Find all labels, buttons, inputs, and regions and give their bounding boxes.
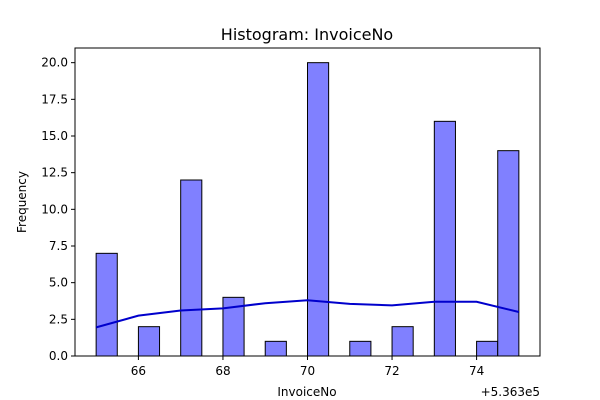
y-tick-label-1: 2.5 [49, 312, 68, 326]
x-axis-ticks: 66 68 70 72 74 [131, 356, 484, 378]
y-axis-ticks: 0.0 2.5 5.0 7.5 10.0 12.5 15.0 17.5 20.0 [41, 56, 75, 363]
chart-title: Histogram: InvoiceNo [221, 25, 393, 44]
y-tick-label-2: 5.0 [49, 276, 68, 290]
x-tick-label-2: 70 [300, 364, 315, 378]
y-tick-label-8: 20.0 [41, 56, 68, 70]
histogram-bar-9 [476, 340, 499, 357]
x-tick-label-4: 74 [469, 364, 484, 378]
histogram-bar-10 [497, 150, 520, 357]
y-tick-label-0: 0.0 [49, 349, 68, 363]
y-tick-label-5: 12.5 [41, 166, 68, 180]
kde-line [95, 299, 520, 329]
x-tick-label-3: 72 [384, 364, 399, 378]
y-tick-label-7: 17.5 [41, 92, 68, 106]
bars-group [95, 62, 520, 357]
histogram-bar-5 [307, 62, 330, 357]
histogram-bar-0 [95, 252, 118, 357]
histogram-bar-4 [264, 340, 287, 357]
x-tick-label-1: 68 [215, 364, 230, 378]
x-axis-offset-label: +5.363e5 [481, 385, 540, 399]
histogram-bar-7 [391, 326, 414, 357]
histogram-bar-6 [349, 340, 372, 357]
x-axis-label: InvoiceNo [277, 385, 336, 399]
y-tick-label-6: 15.0 [41, 129, 68, 143]
histogram-bar-1 [137, 326, 161, 357]
x-tick-label-0: 66 [131, 364, 146, 378]
histogram-bar-8 [433, 120, 456, 357]
y-axis-label: Frequency [15, 171, 29, 233]
y-tick-label-4: 10.0 [41, 202, 68, 216]
histogram-bar-2 [180, 179, 203, 357]
y-tick-label-3: 7.5 [49, 239, 68, 253]
